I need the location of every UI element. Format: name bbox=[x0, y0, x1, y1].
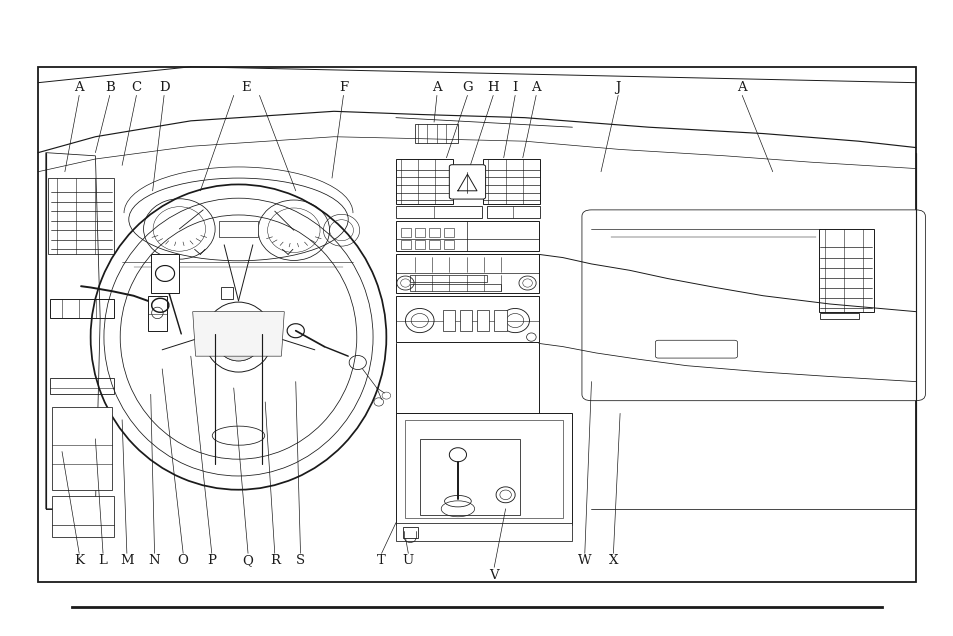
FancyBboxPatch shape bbox=[449, 165, 485, 199]
Bar bbox=[494, 310, 506, 331]
FancyBboxPatch shape bbox=[581, 210, 924, 401]
Bar bbox=[48, 178, 114, 254]
Polygon shape bbox=[193, 312, 284, 356]
Bar bbox=[400, 228, 411, 237]
Ellipse shape bbox=[214, 314, 262, 361]
Text: G: G bbox=[461, 81, 473, 94]
Text: A: A bbox=[531, 81, 540, 94]
Text: W: W bbox=[578, 555, 591, 567]
Text: S: S bbox=[295, 555, 305, 567]
Ellipse shape bbox=[129, 178, 348, 261]
Bar bbox=[459, 310, 472, 331]
Text: I: I bbox=[512, 81, 517, 94]
Text: O: O bbox=[177, 555, 189, 567]
Text: C: C bbox=[132, 81, 141, 94]
Bar bbox=[395, 523, 572, 541]
Bar bbox=[410, 275, 486, 282]
Bar bbox=[410, 284, 500, 291]
Bar bbox=[148, 296, 167, 331]
Text: L: L bbox=[98, 555, 108, 567]
Bar bbox=[52, 496, 114, 537]
Text: J: J bbox=[615, 81, 620, 94]
Bar bbox=[50, 378, 114, 394]
Text: U: U bbox=[402, 555, 414, 567]
Bar bbox=[395, 221, 538, 251]
Bar bbox=[415, 240, 425, 249]
Bar bbox=[402, 527, 417, 538]
Bar bbox=[482, 159, 539, 204]
Text: A: A bbox=[737, 81, 746, 94]
Text: T: T bbox=[376, 555, 386, 567]
Bar bbox=[395, 296, 538, 342]
Text: B: B bbox=[105, 81, 114, 94]
Bar bbox=[50, 299, 114, 318]
Text: K: K bbox=[74, 555, 84, 567]
Text: N: N bbox=[149, 555, 160, 567]
Text: F: F bbox=[338, 81, 348, 94]
Text: A: A bbox=[74, 81, 84, 94]
Bar bbox=[395, 206, 481, 218]
Bar bbox=[486, 206, 539, 218]
Bar bbox=[419, 439, 519, 515]
Bar bbox=[476, 310, 489, 331]
Text: H: H bbox=[487, 81, 498, 94]
Bar bbox=[395, 159, 453, 204]
Bar bbox=[52, 407, 112, 490]
Text: A: A bbox=[432, 81, 441, 94]
Bar bbox=[443, 228, 454, 237]
Bar bbox=[405, 420, 562, 518]
Bar bbox=[443, 240, 454, 249]
FancyBboxPatch shape bbox=[655, 340, 737, 358]
Text: M: M bbox=[120, 555, 133, 567]
Bar bbox=[395, 254, 538, 293]
Bar bbox=[219, 221, 257, 237]
Bar bbox=[221, 287, 233, 299]
Bar bbox=[818, 229, 873, 312]
Bar bbox=[151, 254, 179, 293]
Text: D: D bbox=[158, 81, 170, 94]
Bar bbox=[429, 228, 439, 237]
Text: R: R bbox=[270, 555, 279, 567]
Text: P: P bbox=[207, 555, 216, 567]
Text: E: E bbox=[241, 81, 251, 94]
Text: V: V bbox=[489, 569, 498, 582]
Bar bbox=[38, 67, 915, 582]
Bar bbox=[442, 310, 455, 331]
Bar bbox=[395, 413, 572, 525]
Bar bbox=[415, 124, 457, 143]
Bar bbox=[400, 240, 411, 249]
Bar bbox=[415, 228, 425, 237]
Bar bbox=[429, 240, 439, 249]
Text: X: X bbox=[608, 555, 618, 567]
Text: Q: Q bbox=[242, 555, 253, 567]
Bar bbox=[820, 313, 858, 319]
